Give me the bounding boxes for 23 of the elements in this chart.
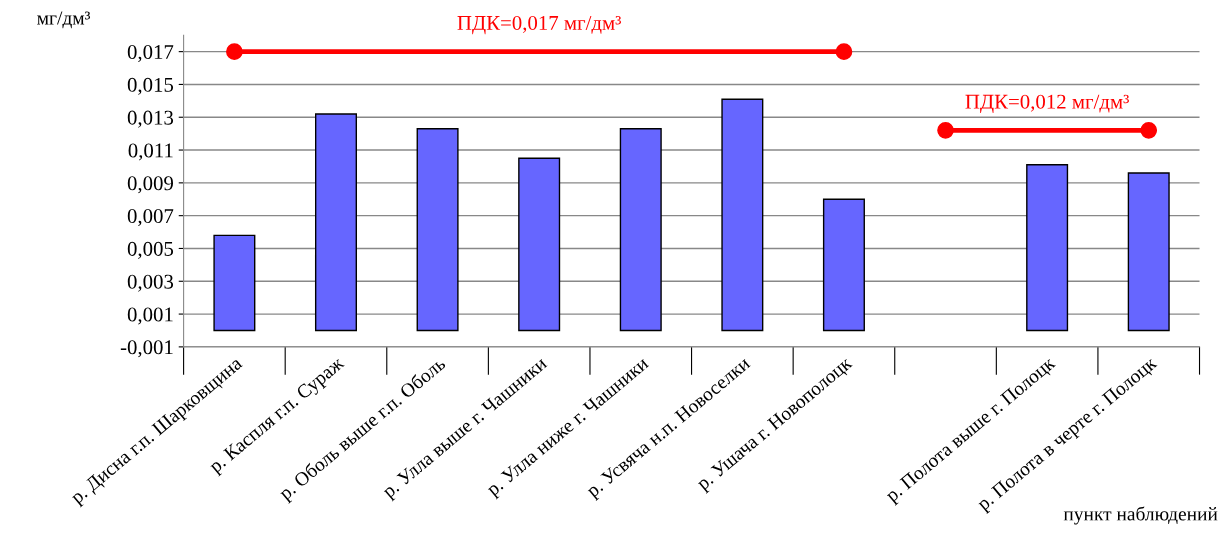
y-tick-label: -0,001 [120,340,173,358]
y-tick-label: 0,007 [127,209,174,227]
y-tick-label: 0,017 [127,45,174,63]
y-tick-label: 0,013 [127,110,174,128]
bar [822,198,865,332]
x-axis-title: пункт наблюдений [1063,506,1218,525]
y-tick-label: 0,011 [128,143,173,161]
y-tick-label: 0,015 [127,77,174,95]
y-tick-label: 0,003 [127,274,174,292]
series-label: ПДК=0,012 мг/дм³ [965,94,1129,113]
bar [1127,172,1170,332]
bar [619,128,662,332]
bar [314,113,358,332]
y-tick-label: 0,001 [127,307,173,325]
y-tick-label: 0,005 [127,241,174,259]
bar [1026,164,1069,332]
bar [721,98,764,332]
series-label: ПДК=0,017 мг/дм³ [457,15,622,35]
bar [416,128,459,332]
bar [518,157,561,332]
y-axis-title: мг/дм³ [37,11,91,29]
y-tick-label: 0,009 [127,176,174,194]
bar [213,234,256,332]
